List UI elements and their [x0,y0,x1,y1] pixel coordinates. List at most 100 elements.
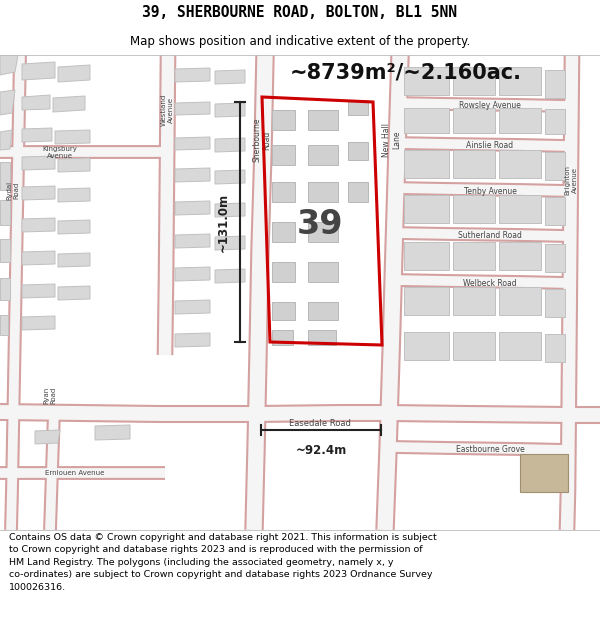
Polygon shape [545,289,565,317]
Polygon shape [0,239,10,262]
Polygon shape [58,188,90,202]
Polygon shape [22,284,55,298]
Text: Kingsbury
Avenue: Kingsbury Avenue [43,146,77,159]
Polygon shape [175,201,210,215]
Polygon shape [520,454,568,492]
Polygon shape [308,110,338,130]
Polygon shape [22,62,55,80]
Polygon shape [22,128,52,142]
Polygon shape [215,236,245,250]
Polygon shape [499,242,541,270]
Polygon shape [95,425,130,440]
Polygon shape [58,286,90,300]
Polygon shape [348,100,368,115]
Polygon shape [35,430,60,444]
Text: Easedale Road: Easedale Road [289,419,351,428]
Polygon shape [453,242,495,270]
Polygon shape [215,138,245,152]
Text: New Hall
Lane: New Hall Lane [382,123,402,157]
Polygon shape [272,182,295,202]
Text: Brighton
Avenue: Brighton Avenue [565,165,577,195]
Text: Map shows position and indicative extent of the property.: Map shows position and indicative extent… [130,35,470,48]
Polygon shape [499,332,541,360]
Polygon shape [272,330,293,345]
Polygon shape [545,70,565,98]
Polygon shape [453,332,495,360]
Polygon shape [215,203,245,217]
Polygon shape [404,287,449,315]
Polygon shape [58,253,90,267]
Polygon shape [58,158,90,172]
Polygon shape [0,200,10,225]
Polygon shape [348,182,368,202]
Polygon shape [453,195,495,223]
Polygon shape [404,332,449,360]
Polygon shape [545,244,565,272]
Text: Sherbourne
Road: Sherbourne Road [253,118,272,162]
Text: 39, SHERBOURNE ROAD, BOLTON, BL1 5NN: 39, SHERBOURNE ROAD, BOLTON, BL1 5NN [143,4,458,19]
Polygon shape [0,162,10,190]
Polygon shape [175,300,210,314]
Text: Eastbourne Grove: Eastbourne Grove [455,446,524,454]
Polygon shape [215,70,245,84]
Polygon shape [453,150,495,178]
Polygon shape [215,269,245,283]
Polygon shape [545,334,565,362]
Polygon shape [22,218,55,232]
Text: 39: 39 [297,209,343,241]
Polygon shape [215,170,245,184]
Polygon shape [0,130,12,150]
Polygon shape [0,278,10,300]
Polygon shape [0,90,15,115]
Text: Rowsley Avenue: Rowsley Avenue [459,101,521,109]
Polygon shape [22,186,55,200]
Polygon shape [58,65,90,82]
Polygon shape [308,262,338,282]
Text: Ryan
Road: Ryan Road [44,386,56,404]
Polygon shape [175,267,210,281]
Polygon shape [272,145,295,165]
Polygon shape [545,197,565,225]
Polygon shape [348,142,368,160]
Polygon shape [175,68,210,82]
Polygon shape [404,67,449,95]
Polygon shape [272,302,295,320]
Polygon shape [22,251,55,265]
Polygon shape [175,137,210,150]
Text: ~131.0m: ~131.0m [217,192,230,251]
Text: Tenby Avenue: Tenby Avenue [464,186,517,196]
Polygon shape [308,182,338,202]
Text: ~8739m²/~2.160ac.: ~8739m²/~2.160ac. [290,62,522,82]
Polygon shape [499,108,541,133]
Polygon shape [499,287,541,315]
Text: ~92.4m: ~92.4m [295,444,347,457]
Polygon shape [175,168,210,182]
Text: Welbeck Road: Welbeck Road [463,279,517,288]
Polygon shape [53,96,85,112]
Polygon shape [453,108,495,133]
Text: Sutherland Road: Sutherland Road [458,231,522,241]
Polygon shape [22,95,50,110]
Polygon shape [499,67,541,95]
Polygon shape [272,110,295,130]
Polygon shape [175,102,210,115]
Polygon shape [0,315,8,335]
Text: Ainslie Road: Ainslie Road [466,141,514,151]
Polygon shape [404,195,449,223]
Polygon shape [272,262,295,282]
Polygon shape [308,330,336,345]
Polygon shape [0,55,18,75]
Polygon shape [272,222,295,242]
Polygon shape [545,152,565,180]
Polygon shape [308,145,338,165]
Polygon shape [175,333,210,347]
Polygon shape [499,150,541,178]
Text: Contains OS data © Crown copyright and database right 2021. This information is : Contains OS data © Crown copyright and d… [9,533,437,592]
Polygon shape [453,287,495,315]
Polygon shape [58,220,90,234]
Polygon shape [215,103,245,117]
Polygon shape [55,130,90,144]
Text: Westland
Avenue: Westland Avenue [161,94,173,126]
Polygon shape [453,67,495,95]
Polygon shape [404,108,449,133]
